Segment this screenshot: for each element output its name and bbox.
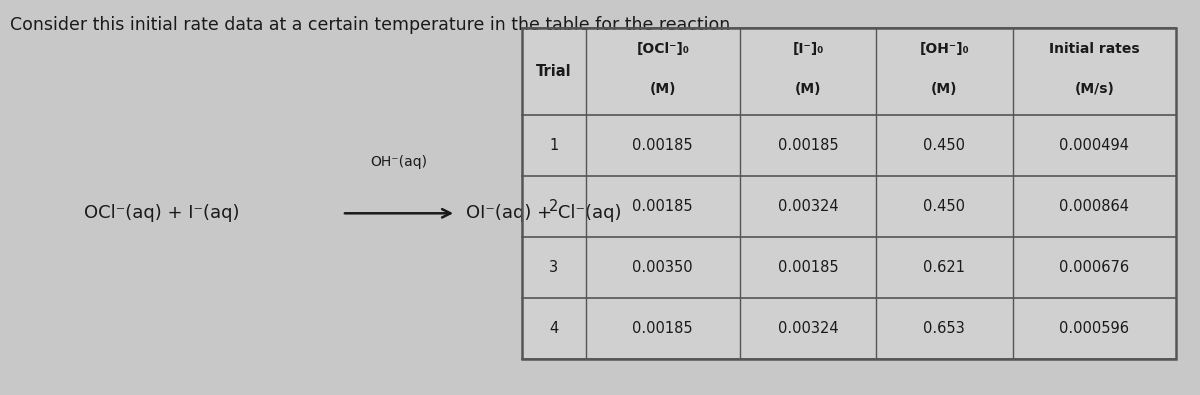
Text: 0.00185: 0.00185 <box>632 322 694 336</box>
Text: 0.00324: 0.00324 <box>778 322 839 336</box>
Text: Trial: Trial <box>536 64 571 79</box>
Text: Initial rates: Initial rates <box>1049 42 1140 56</box>
Text: OCl⁻(aq) + I⁻(aq): OCl⁻(aq) + I⁻(aq) <box>84 204 240 222</box>
Text: [OCl⁻]₀: [OCl⁻]₀ <box>636 42 689 56</box>
Text: 0.00185: 0.00185 <box>632 138 694 152</box>
Text: 0.653: 0.653 <box>924 322 965 336</box>
Text: (M): (M) <box>931 82 958 96</box>
Text: OI⁻(aq) + Cl⁻(aq): OI⁻(aq) + Cl⁻(aq) <box>466 204 622 222</box>
Text: 0.00350: 0.00350 <box>632 260 694 275</box>
Text: 0.00185: 0.00185 <box>778 260 839 275</box>
Text: 0.00324: 0.00324 <box>778 199 839 214</box>
Text: 0.000494: 0.000494 <box>1060 138 1129 152</box>
Text: (M): (M) <box>649 82 676 96</box>
Text: 0.621: 0.621 <box>923 260 965 275</box>
Text: 0.450: 0.450 <box>923 138 965 152</box>
Text: 0.00185: 0.00185 <box>778 138 839 152</box>
Text: 0.450: 0.450 <box>923 199 965 214</box>
Text: [I⁻]₀: [I⁻]₀ <box>792 42 823 56</box>
Text: 1: 1 <box>550 138 558 152</box>
Text: (M): (M) <box>794 82 821 96</box>
Text: Consider this initial rate data at a certain temperature in the table for the re: Consider this initial rate data at a cer… <box>10 16 730 34</box>
Text: 4: 4 <box>550 322 558 336</box>
Text: 0.000864: 0.000864 <box>1060 199 1129 214</box>
Text: OH⁻(aq): OH⁻(aq) <box>371 155 427 169</box>
Text: 3: 3 <box>550 260 558 275</box>
Text: [OH⁻]₀: [OH⁻]₀ <box>919 42 970 56</box>
Text: 0.000676: 0.000676 <box>1060 260 1129 275</box>
Text: 0.00185: 0.00185 <box>632 199 694 214</box>
Text: (M/s): (M/s) <box>1074 82 1114 96</box>
Text: 2: 2 <box>550 199 558 214</box>
Text: 0.000596: 0.000596 <box>1060 322 1129 336</box>
